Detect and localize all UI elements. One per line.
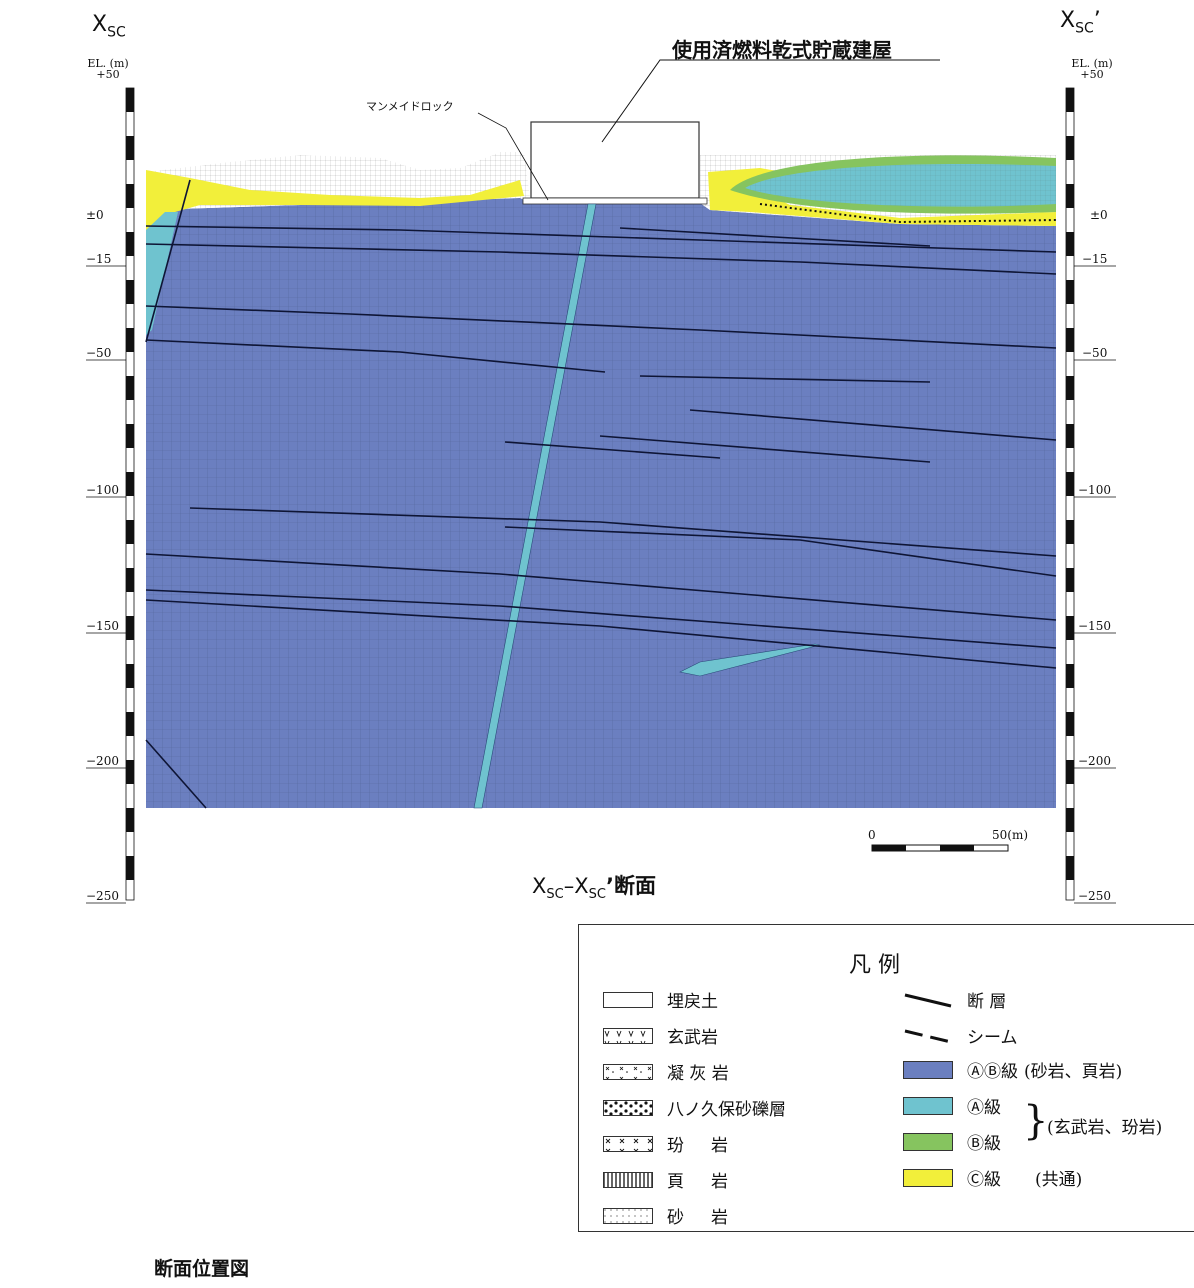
scale-zero-label: 0	[868, 828, 876, 842]
basalt-swatch-icon	[603, 1027, 653, 1044]
right-elevation-header: EL. (m) +50	[1071, 57, 1113, 81]
legend-item-basalt: 玄武岩	[603, 1023, 718, 1048]
legend-item-porphyrite: 玢 岩	[603, 1131, 728, 1156]
legend-item-fault: 断 層	[903, 987, 1006, 1012]
fault-line-icon	[904, 993, 952, 1007]
legend-item-tuff: 凝 灰 岩	[603, 1059, 729, 1084]
legend-item-sandstone: 砂 岩	[603, 1203, 728, 1228]
left-tick-minus50: −50	[86, 346, 112, 360]
gravel-swatch-icon	[603, 1099, 653, 1116]
elevation-tick-lines	[86, 265, 1116, 904]
right-tick-minus250: −250	[1078, 889, 1111, 903]
legend-item-a-class: Ⓐ級	[903, 1093, 1001, 1118]
seam-line-icon	[904, 1029, 952, 1043]
backfill-swatch-icon	[603, 991, 653, 1008]
legend-item-c-class: Ⓒ級 (共通)	[903, 1165, 1082, 1190]
legend-item-ab-class: ⒶⒷ級 (砂岩、頁岩)	[903, 1057, 1122, 1082]
legend-ab-group-note: (玄武岩、玢岩)	[1047, 1118, 1163, 1138]
c-class-zone-left	[146, 170, 524, 230]
manmade-rock-label: マンメイドロック	[366, 100, 454, 113]
manmade-rock	[522, 197, 708, 205]
legend-item-backfill: 埋戻土	[603, 987, 718, 1012]
fault-and-seam-lines	[145, 179, 1057, 809]
left-tick-minus150: −150	[86, 619, 119, 633]
section-title: XSC–XSC’断面	[532, 874, 656, 903]
right-tick-minus50: −50	[1082, 346, 1108, 360]
sandstone-swatch-icon	[603, 1207, 653, 1224]
left-tick-0: ±0	[86, 208, 104, 222]
geologic-cross-section	[86, 59, 1116, 904]
scale-fifty-label: 50(m)	[992, 828, 1029, 842]
right-tick-minus150: −150	[1078, 619, 1111, 633]
right-tick-minus200: −200	[1078, 754, 1111, 768]
legend-title: 凡 例	[849, 953, 900, 978]
right-elevation-scale	[1065, 87, 1075, 901]
c-class-zone-right	[708, 168, 1056, 226]
right-tick-minus15: −15	[1082, 252, 1108, 266]
legend-box: 凡 例 埋戻土 玄武岩 凝 灰 岩 八ノ久保砂礫層 玢 岩 頁 岩	[578, 924, 1194, 1232]
a-class-swatch	[903, 1096, 953, 1115]
b-class-swatch	[903, 1132, 953, 1151]
legend-brace-icon: }	[1023, 1098, 1049, 1144]
legend-item-shale: 頁 岩	[603, 1167, 728, 1192]
dyke-left-a-class	[146, 212, 178, 335]
c-class-swatch	[903, 1168, 953, 1187]
legend-item-seam: シーム	[903, 1023, 1018, 1048]
left-tick-minus200: −200	[86, 754, 119, 768]
location-map-label: 断面位置図	[154, 1258, 250, 1280]
right-tick-0: ±0	[1090, 208, 1108, 222]
left-section-end-label: XSC	[92, 12, 126, 41]
ab-class-swatch	[903, 1060, 953, 1079]
legend-item-hachinokubo-gravel: 八ノ久保砂礫層	[603, 1095, 786, 1120]
left-elevation-scale	[125, 87, 135, 901]
scale-bar	[871, 844, 1009, 852]
legend-item-b-class: Ⓑ級	[903, 1129, 1001, 1154]
right-tick-minus100: −100	[1078, 483, 1111, 497]
porphyrite-swatch-icon	[603, 1135, 653, 1152]
lens-small-a-class	[679, 643, 821, 677]
dry-storage-building	[530, 121, 700, 199]
left-tick-minus15: −15	[86, 252, 112, 266]
left-elevation-header: EL. (m) +50	[87, 57, 129, 81]
right-section-end-label: XSC’	[1060, 8, 1101, 37]
building-label: 使用済燃料乾式貯蔵建屋	[672, 38, 892, 62]
shale-swatch-icon	[603, 1171, 653, 1188]
tuff-swatch-icon	[603, 1063, 653, 1080]
left-tick-minus250: −250	[86, 889, 119, 903]
left-tick-minus100: −100	[86, 483, 119, 497]
